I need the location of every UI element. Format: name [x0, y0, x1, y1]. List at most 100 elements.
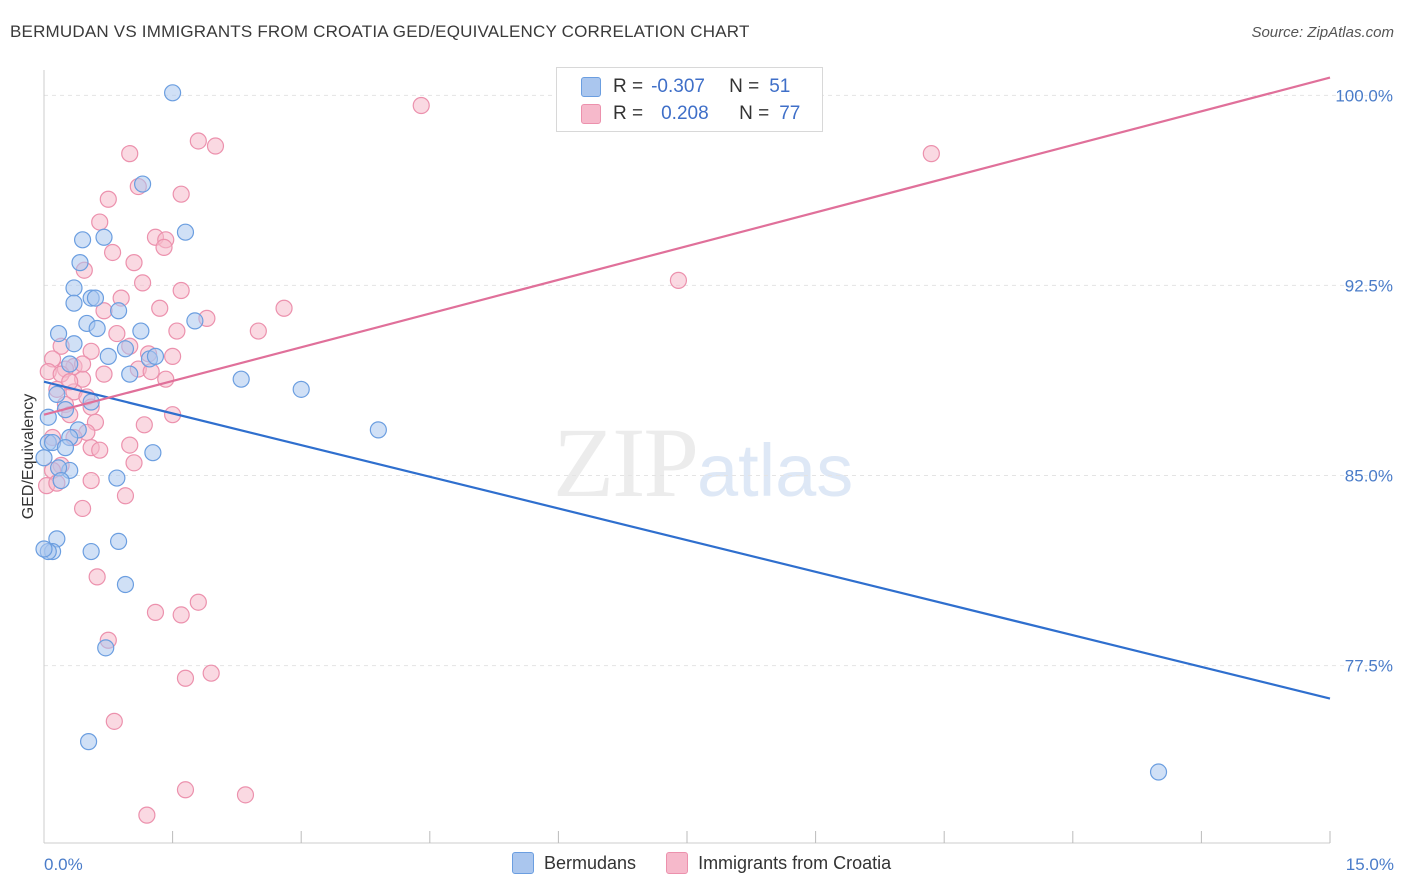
croatia-point [249, 322, 267, 340]
croatia-point [172, 185, 190, 203]
blue-swatch [581, 77, 601, 97]
bermudan-point [61, 355, 79, 373]
pink-swatch [581, 104, 601, 124]
r-label: R = [613, 76, 644, 97]
watermark-atlas: atlas [697, 429, 854, 512]
bermudan-point [186, 312, 204, 330]
y-tick-label: 77.5% [1345, 657, 1393, 676]
bermudan-point [48, 385, 66, 404]
y-tick-label: 92.5% [1345, 276, 1393, 295]
croatia-point [133, 274, 152, 292]
bermudan-point [108, 469, 126, 487]
r-value: -0.307 [651, 76, 705, 97]
croatia-point [121, 436, 139, 454]
blue-swatch [512, 852, 534, 874]
bermudan-point [133, 175, 152, 193]
bermudan-point [82, 542, 100, 561]
legend-row-bermudans: R = -0.307 N = 51 [581, 74, 790, 100]
croatia-point [73, 499, 92, 518]
bermudan-point [88, 319, 106, 338]
n-value: 51 [769, 76, 791, 97]
bermudan-point [35, 449, 53, 467]
n-label: N = [729, 76, 760, 97]
bermudan-point [99, 347, 117, 365]
bermudan-point [52, 471, 70, 490]
legend-row-croatia: R = 0.208 N = 77 [581, 101, 800, 127]
bermudans-trend-line [43, 380, 1331, 700]
croatia-point [61, 373, 79, 391]
croatia-point [176, 669, 195, 687]
croatia-point [99, 190, 117, 208]
legend-label: Immigrants from Croatia [698, 852, 892, 873]
y-axis-title: GED/Equivalency [20, 394, 37, 519]
bermudan-point [116, 575, 135, 594]
croatia-point [189, 593, 207, 611]
croatia-point [91, 441, 109, 459]
bermudan-point [73, 231, 92, 249]
bermudan-point [71, 254, 89, 272]
bermudan-point [95, 228, 113, 246]
x-tick-label: 15.0% [1346, 855, 1394, 874]
croatia-point [922, 145, 940, 163]
croatia-point [202, 664, 220, 682]
n-value: 77 [779, 103, 801, 124]
chart-title: BERMUDAN VS IMMIGRANTS FROM CROATIA GED/… [10, 22, 750, 41]
bermudan-point [164, 84, 182, 102]
bermudan-point [49, 324, 68, 343]
bermudan-point [65, 294, 83, 312]
croatia-point [172, 281, 190, 300]
watermark: ZIPatlas [553, 405, 853, 520]
croatia-point [155, 238, 173, 257]
croatia-point [164, 347, 182, 365]
croatia-point [125, 454, 143, 472]
bermudan-point [121, 365, 139, 383]
croatia-point [95, 365, 113, 383]
stats-legend: R = -0.307 N = 51 R = 0.208 N = 77 [556, 67, 823, 132]
bermudan-point [132, 322, 150, 340]
source-credit: Source: ZipAtlas.com [1251, 24, 1394, 41]
legend-item-croatia[interactable]: Immigrants from Croatia [666, 852, 891, 874]
bermudan-point [109, 532, 128, 551]
croatia-point [146, 603, 165, 621]
croatia-point [168, 322, 186, 340]
croatia-point [172, 606, 190, 624]
bermudan-point [65, 279, 83, 297]
bermudan-point [176, 223, 195, 241]
r-label: R = [613, 103, 644, 124]
bermudan-point [65, 335, 83, 353]
bermudan-point [232, 370, 250, 388]
bermudan-point [1149, 763, 1168, 781]
legend-label: Bermudans [544, 852, 637, 873]
x-tick-label: 0.0% [44, 855, 83, 874]
croatia-point [91, 213, 109, 231]
bermudan-point [146, 347, 165, 365]
croatia-point [189, 132, 207, 150]
y-tick-label: 100.0% [1335, 86, 1393, 105]
pink-swatch [666, 852, 689, 874]
croatia-point [121, 145, 139, 163]
legend-item-bermudans[interactable]: Bermudans [512, 852, 636, 874]
croatia-point [125, 254, 143, 272]
r-value: 0.208 [661, 103, 709, 124]
croatia-point [275, 299, 293, 317]
croatia-point [82, 471, 100, 490]
croatia-point [135, 416, 153, 434]
y-tick-label: 85.0% [1345, 467, 1393, 486]
bermudan-point [97, 639, 115, 657]
croatia-point [88, 568, 106, 586]
bermudan-point [86, 289, 105, 307]
bermudan-point [369, 421, 387, 439]
croatia-point [176, 781, 195, 799]
watermark-zip: ZIP [553, 407, 699, 518]
bermudan-point [35, 540, 53, 558]
series-croatia [37, 96, 940, 824]
croatia-point [82, 342, 100, 360]
croatia-point [105, 712, 123, 730]
croatia-trend-line [43, 76, 1331, 416]
croatia-point [116, 487, 135, 505]
croatia-point [108, 324, 126, 343]
croatia-point [138, 806, 156, 824]
croatia-point [151, 299, 169, 317]
series-legend: Bermudans Immigrants from Croatia [512, 852, 921, 874]
bermudan-point [109, 302, 128, 320]
